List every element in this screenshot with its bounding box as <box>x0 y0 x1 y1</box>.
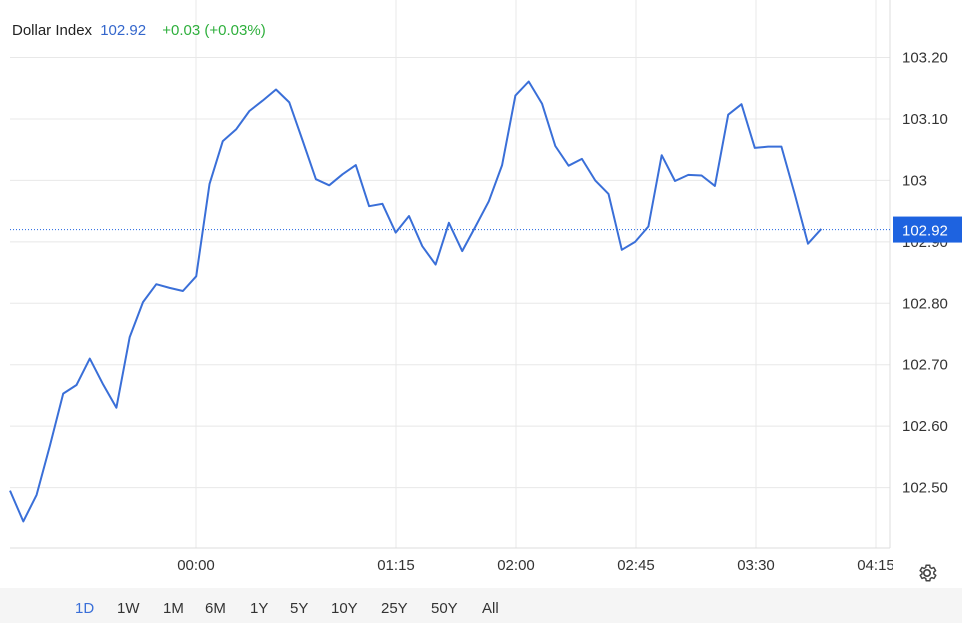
y-tick-label: 103 <box>902 172 927 189</box>
range-1d-button[interactable]: 1D <box>75 600 95 617</box>
x-tick-label: 02:00 <box>497 557 535 574</box>
y-tick-label: 102.70 <box>902 357 948 374</box>
range-1y-button[interactable]: 1Y <box>250 600 269 617</box>
x-tick-label: 02:45 <box>617 557 655 574</box>
chart-grid <box>10 0 891 549</box>
price-change: +0.03 (+0.03%) <box>162 22 266 39</box>
range-5y-button[interactable]: 5Y <box>290 600 309 617</box>
range-25y-button[interactable]: 25Y <box>381 600 408 617</box>
y-tick-label: 103.20 <box>902 50 948 67</box>
chart-header: Dollar Index 102.92 +0.03 (+0.03%) <box>12 22 266 39</box>
y-tick-label: 102.60 <box>902 418 948 435</box>
last-price-tag-label: 102.92 <box>902 223 948 240</box>
range-50y-button[interactable]: 50Y <box>431 600 458 617</box>
gear-icon[interactable] <box>916 562 938 584</box>
x-tick-label: 03:30 <box>737 557 775 574</box>
x-tick-label: 00:00 <box>177 557 215 574</box>
series-layer <box>9 80 890 523</box>
price-series-line <box>9 80 823 523</box>
y-tick-label: 102.80 <box>902 295 948 312</box>
x-tick-label: 04:15 <box>857 557 895 574</box>
range-6m-button[interactable]: 6M <box>205 600 226 617</box>
axis-layer: 102.50102.60102.70102.80102.90103103.101… <box>177 50 962 574</box>
range-10y-button[interactable]: 10Y <box>331 600 358 617</box>
last-price-tag <box>893 216 962 243</box>
range-all-button[interactable]: All <box>482 600 499 617</box>
x-tick-label: 01:15 <box>377 557 415 574</box>
price-chart[interactable]: 102.50102.60102.70102.80102.90103103.101… <box>0 0 962 588</box>
y-tick-label: 103.10 <box>902 111 948 128</box>
range-selector: 1D 1W 1M 6M 1Y 5Y 10Y 25Y 50Y All <box>0 588 962 623</box>
y-tick-label: 102.50 <box>902 480 948 497</box>
range-1w-button[interactable]: 1W <box>117 600 140 617</box>
range-1m-button[interactable]: 1M <box>163 600 184 617</box>
instrument-name: Dollar Index <box>12 22 93 39</box>
last-price: 102.92 <box>100 22 147 39</box>
